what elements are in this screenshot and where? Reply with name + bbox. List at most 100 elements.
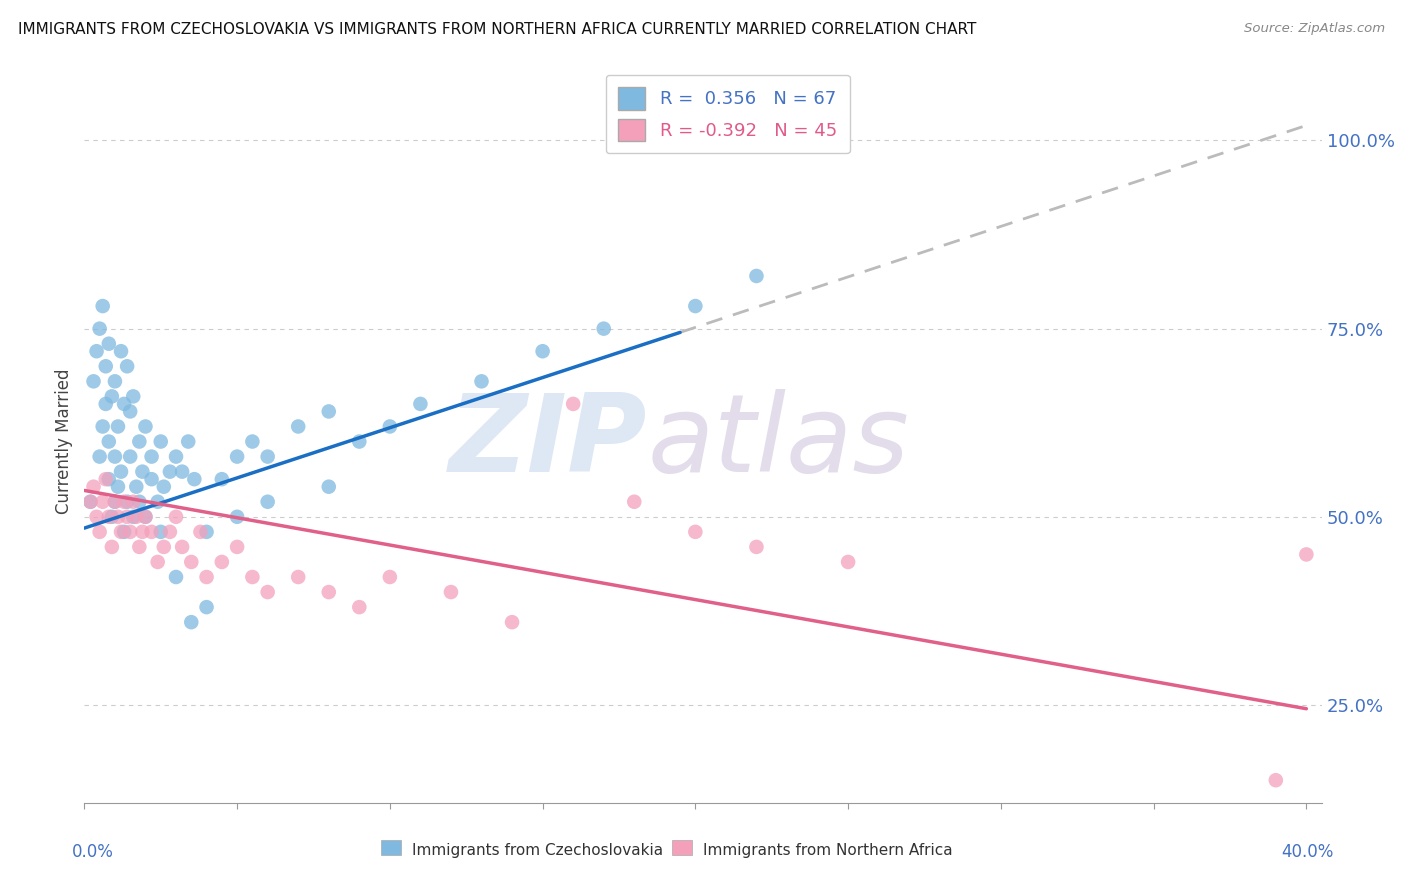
- Point: [134, 419, 156, 434]
- Point: [141, 524, 163, 539]
- Point: [131, 465, 153, 479]
- Point: [91, 419, 114, 434]
- Point: [685, 299, 707, 313]
- Point: [86, 509, 108, 524]
- Point: [1295, 548, 1317, 562]
- Point: [195, 524, 218, 539]
- Point: [110, 524, 132, 539]
- Point: [318, 585, 340, 599]
- Legend: R =  0.356   N = 67, R = -0.392   N = 45: R = 0.356 N = 67, R = -0.392 N = 45: [606, 75, 849, 153]
- Point: [79, 494, 101, 508]
- Point: [1264, 773, 1286, 788]
- Point: [112, 397, 135, 411]
- Point: [120, 450, 142, 464]
- Point: [378, 419, 401, 434]
- Point: [112, 524, 135, 539]
- Point: [318, 404, 340, 418]
- Point: [159, 524, 181, 539]
- Point: [256, 585, 278, 599]
- Text: IMMIGRANTS FROM CZECHOSLOVAKIA VS IMMIGRANTS FROM NORTHERN AFRICA CURRENTLY MARR: IMMIGRANTS FROM CZECHOSLOVAKIA VS IMMIGR…: [18, 22, 977, 37]
- Point: [226, 450, 249, 464]
- Point: [89, 450, 111, 464]
- Point: [685, 524, 707, 539]
- Text: ZIP: ZIP: [449, 389, 647, 494]
- Point: [125, 480, 148, 494]
- Point: [287, 419, 309, 434]
- Text: Immigrants from Northern Africa: Immigrants from Northern Africa: [703, 843, 953, 858]
- Point: [318, 480, 340, 494]
- Point: [86, 344, 108, 359]
- Point: [83, 375, 105, 389]
- Point: [378, 570, 401, 584]
- Point: [152, 540, 174, 554]
- Point: [172, 465, 194, 479]
- Point: [180, 555, 202, 569]
- Point: [94, 359, 117, 374]
- Point: [242, 434, 264, 449]
- Point: [97, 336, 120, 351]
- Point: [112, 494, 135, 508]
- Point: [120, 524, 142, 539]
- Text: atlas: atlas: [647, 389, 910, 494]
- Point: [101, 509, 124, 524]
- Point: [107, 509, 129, 524]
- Point: [110, 344, 132, 359]
- Point: [165, 570, 187, 584]
- Point: [104, 494, 127, 508]
- Point: [440, 585, 463, 599]
- Point: [242, 570, 264, 584]
- Point: [745, 540, 768, 554]
- Point: [501, 615, 523, 630]
- Point: [149, 524, 172, 539]
- Point: [97, 472, 120, 486]
- Point: [172, 540, 194, 554]
- Point: [110, 465, 132, 479]
- Point: [122, 389, 145, 403]
- FancyBboxPatch shape: [381, 839, 401, 855]
- Point: [94, 397, 117, 411]
- Point: [104, 375, 127, 389]
- Point: [183, 472, 205, 486]
- Point: [125, 509, 148, 524]
- Point: [165, 450, 187, 464]
- Text: Immigrants from Czechoslovakia: Immigrants from Czechoslovakia: [412, 843, 664, 858]
- Point: [115, 509, 138, 524]
- Text: 0.0%: 0.0%: [72, 843, 114, 861]
- Point: [287, 570, 309, 584]
- Point: [94, 472, 117, 486]
- Point: [562, 397, 585, 411]
- Point: [141, 472, 163, 486]
- Point: [256, 494, 278, 508]
- Point: [592, 321, 614, 335]
- Point: [195, 570, 218, 584]
- Point: [159, 465, 181, 479]
- Point: [107, 419, 129, 434]
- Point: [97, 434, 120, 449]
- Point: [128, 434, 150, 449]
- Point: [226, 540, 249, 554]
- Point: [195, 600, 218, 615]
- Point: [128, 540, 150, 554]
- Point: [226, 509, 249, 524]
- Text: 40.0%: 40.0%: [1282, 843, 1334, 861]
- Point: [107, 480, 129, 494]
- FancyBboxPatch shape: [672, 839, 692, 855]
- Point: [97, 509, 120, 524]
- Point: [531, 344, 554, 359]
- Point: [470, 375, 492, 389]
- Point: [128, 494, 150, 508]
- Point: [149, 434, 172, 449]
- Point: [115, 494, 138, 508]
- Point: [134, 509, 156, 524]
- Point: [623, 494, 645, 508]
- Point: [190, 524, 212, 539]
- Point: [146, 555, 169, 569]
- Point: [115, 359, 138, 374]
- Point: [79, 494, 101, 508]
- Point: [91, 299, 114, 313]
- Point: [146, 494, 169, 508]
- Point: [83, 480, 105, 494]
- Text: Source: ZipAtlas.com: Source: ZipAtlas.com: [1244, 22, 1385, 36]
- Point: [177, 434, 200, 449]
- Point: [211, 472, 233, 486]
